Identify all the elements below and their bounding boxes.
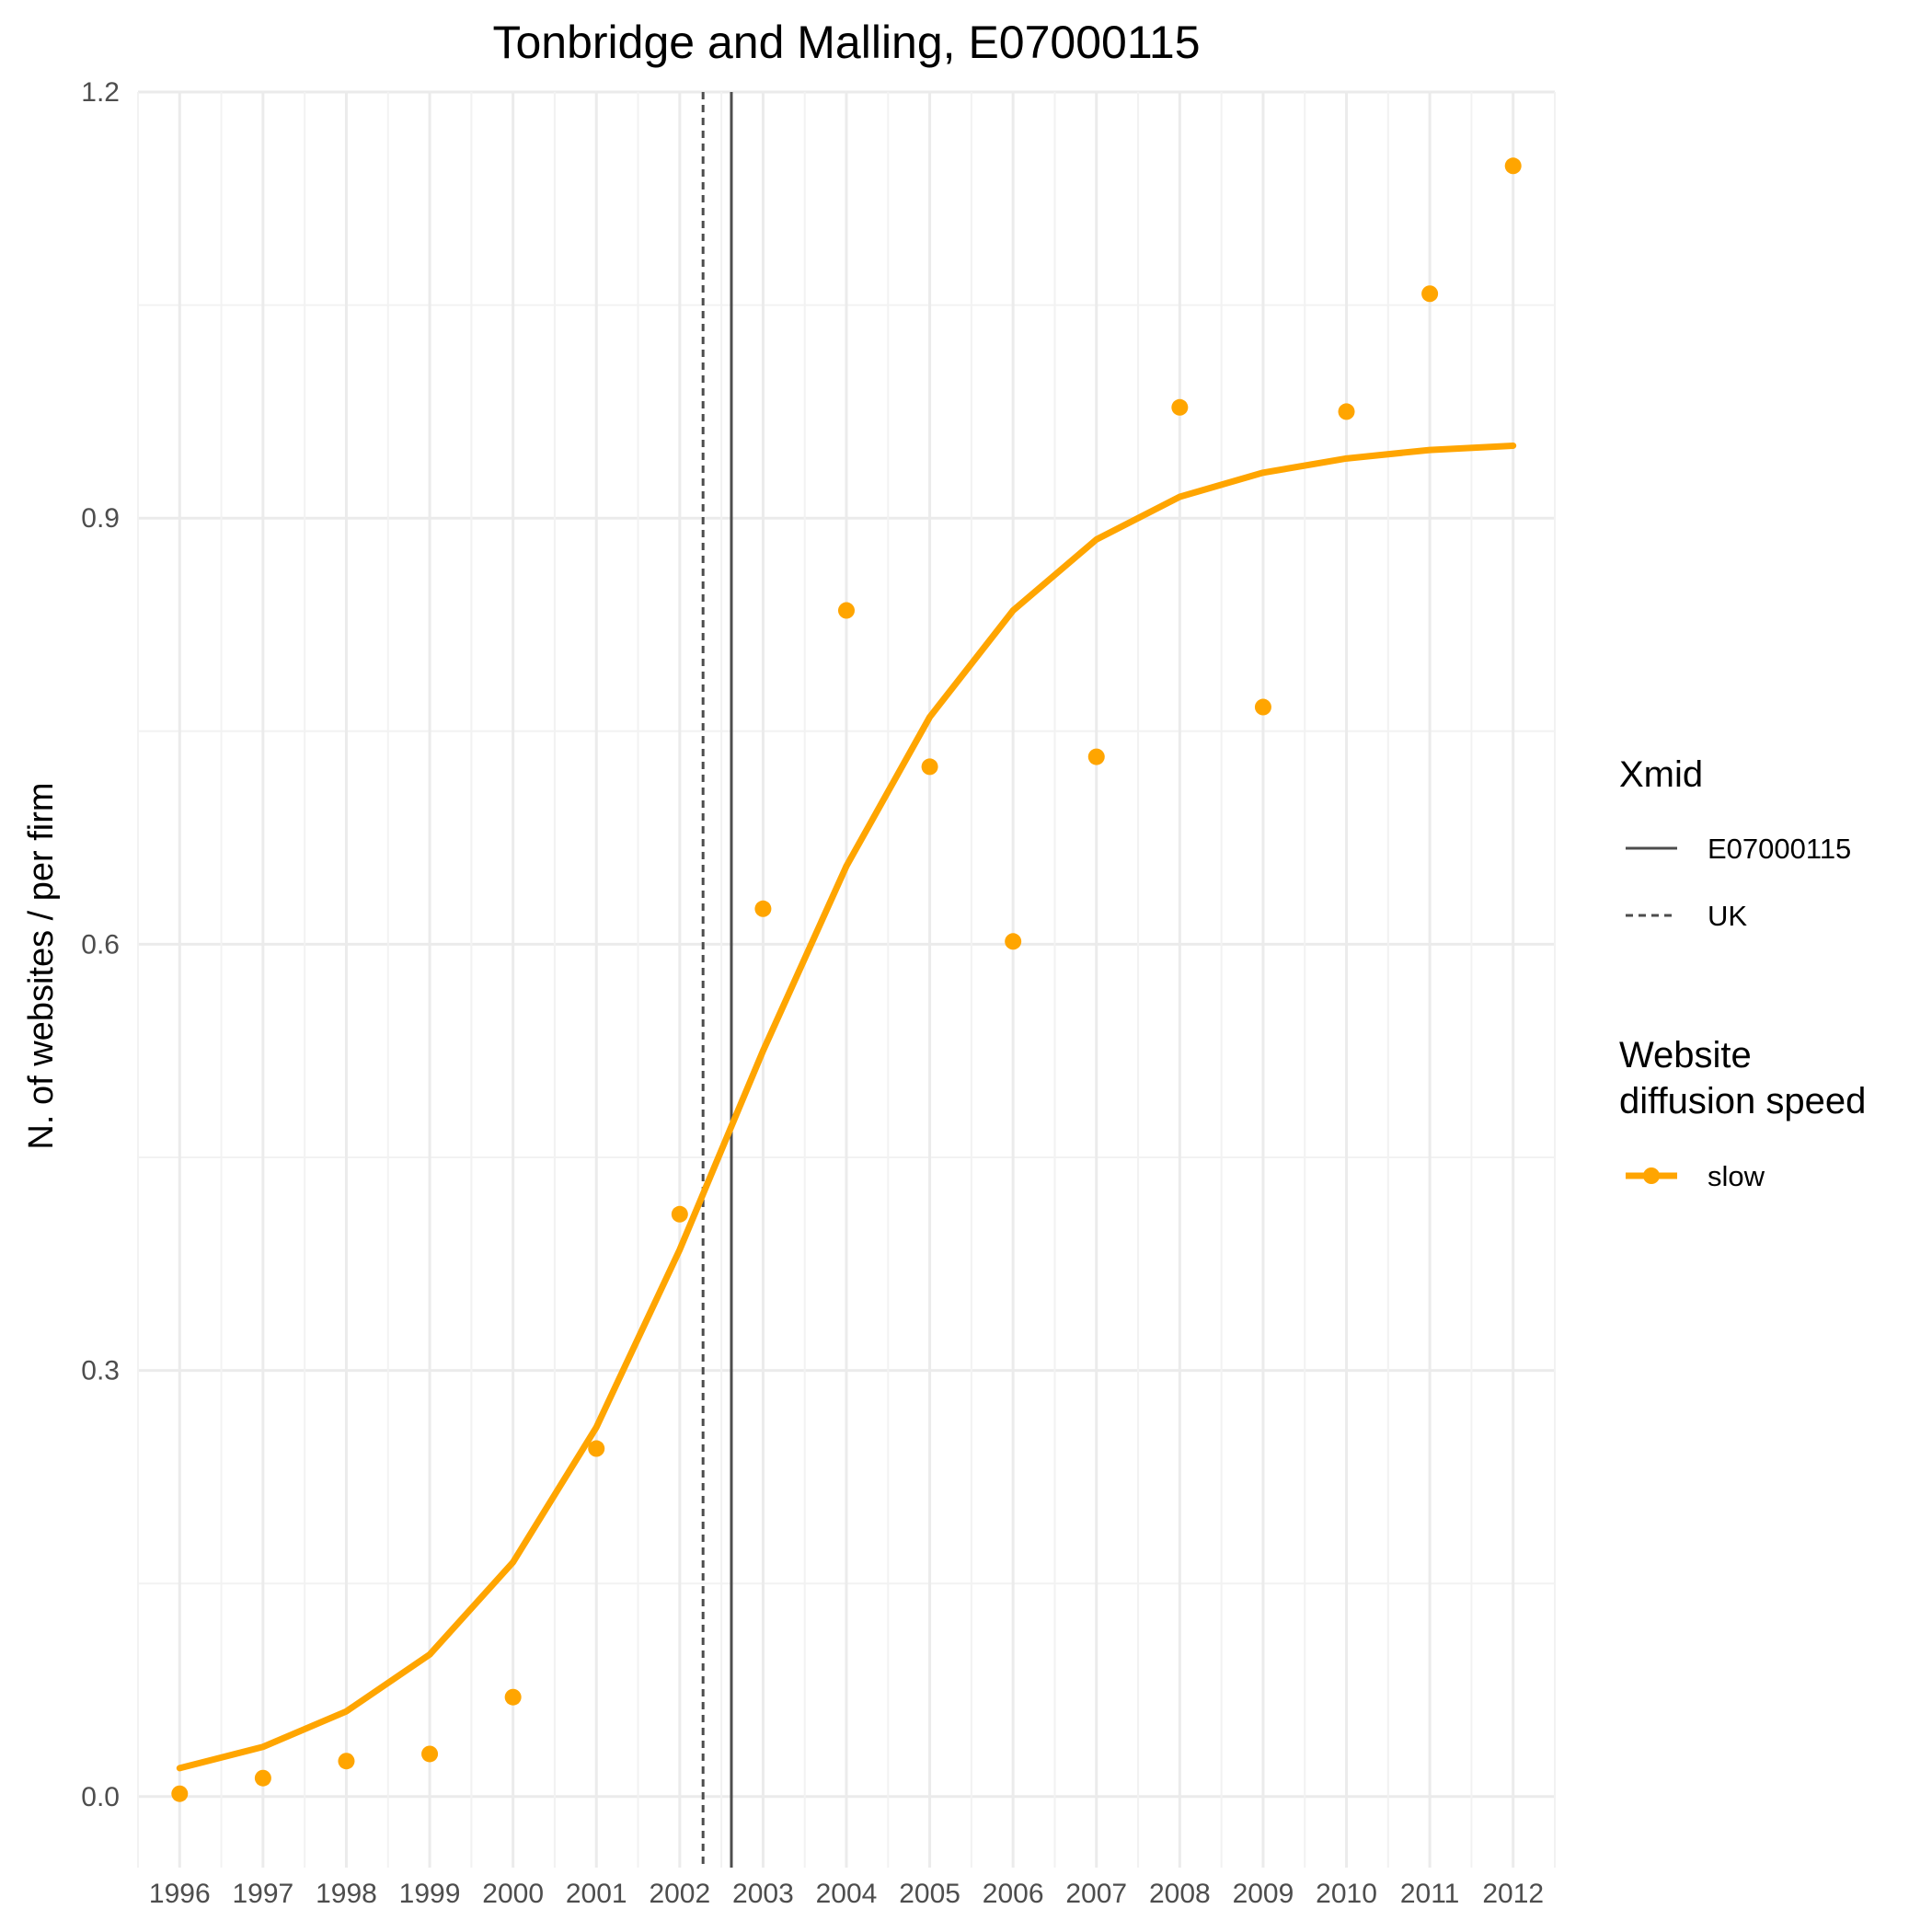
x-tick-label: 1998 xyxy=(316,1879,377,1909)
x-tick-label: 2004 xyxy=(816,1879,878,1909)
x-tick-label: 1999 xyxy=(399,1879,461,1909)
legend-speed-title-line2: diffusion speed xyxy=(1619,1081,1866,1121)
y-tick-label: 0.6 xyxy=(81,929,120,960)
data-point-2004 xyxy=(838,602,855,619)
x-tick-label: 2001 xyxy=(566,1879,627,1909)
y-tick-label: 0.0 xyxy=(81,1782,120,1812)
data-point-2012 xyxy=(1504,157,1522,175)
y-axis-ticks: 0.0 0.3 0.6 0.9 1.2 xyxy=(81,77,120,1812)
x-tick-label: 2005 xyxy=(899,1879,960,1909)
grid xyxy=(137,90,1556,1868)
data-point-1997 xyxy=(254,1769,271,1787)
data-point-2002 xyxy=(671,1205,688,1223)
x-axis-ticks: 1996 1997 1998 1999 2000 2001 2002 2003 2004 2005… xyxy=(149,1879,1544,1909)
chart-title: Tonbridge and Malling, E07000115 xyxy=(492,17,1200,68)
legend-speed: Website diffusion speed slow xyxy=(1619,1035,1866,1192)
legend-xmid-title: Xmid xyxy=(1619,754,1703,795)
legend-label-slow: slow xyxy=(1708,1160,1765,1192)
x-tick-label: 2002 xyxy=(649,1879,710,1909)
legend-label-uk: UK xyxy=(1708,900,1747,932)
data-point-2003 xyxy=(754,900,772,917)
x-tick-label: 2000 xyxy=(482,1879,544,1909)
data-point-2006 xyxy=(1005,933,1022,950)
x-tick-label: 2011 xyxy=(1400,1879,1460,1909)
x-tick-label: 2008 xyxy=(1149,1879,1211,1909)
x-tick-label: 1997 xyxy=(233,1879,294,1909)
data-point-2008 xyxy=(1171,398,1189,416)
data-point-1996 xyxy=(171,1785,189,1802)
data-point-2000 xyxy=(504,1688,522,1706)
data-point-1998 xyxy=(338,1753,355,1770)
data-point-2011 xyxy=(1421,285,1439,303)
legend-point-slow xyxy=(1643,1167,1660,1184)
data-point-2001 xyxy=(588,1440,605,1457)
data-point-1999 xyxy=(421,1745,439,1763)
x-tick-label: 2007 xyxy=(1065,1879,1127,1909)
x-tick-label: 1996 xyxy=(149,1879,211,1909)
legend-speed-title-line1: Website xyxy=(1619,1035,1752,1075)
x-tick-label: 2006 xyxy=(983,1879,1044,1909)
data-series xyxy=(171,157,1522,1802)
data-point-2007 xyxy=(1087,748,1105,765)
data-point-2010 xyxy=(1338,403,1355,420)
y-tick-label: 1.2 xyxy=(81,77,120,108)
y-tick-label: 0.3 xyxy=(81,1356,120,1386)
y-axis-title: N. of websites / per firm xyxy=(22,782,61,1149)
vertical-reference-lines xyxy=(701,92,733,1868)
data-point-2009 xyxy=(1254,698,1271,716)
x-tick-label: 2009 xyxy=(1233,1879,1294,1909)
y-tick-label: 0.9 xyxy=(81,503,120,534)
fitted-line-slow xyxy=(176,442,1517,1772)
x-tick-label: 2012 xyxy=(1482,1879,1544,1909)
x-tick-label: 2010 xyxy=(1316,1879,1377,1909)
legend-label-e07000115: E07000115 xyxy=(1708,833,1851,865)
legend-xmid: Xmid E07000115 UK xyxy=(1619,754,1851,932)
data-point-2005 xyxy=(921,758,938,776)
x-tick-label: 2003 xyxy=(732,1879,794,1909)
